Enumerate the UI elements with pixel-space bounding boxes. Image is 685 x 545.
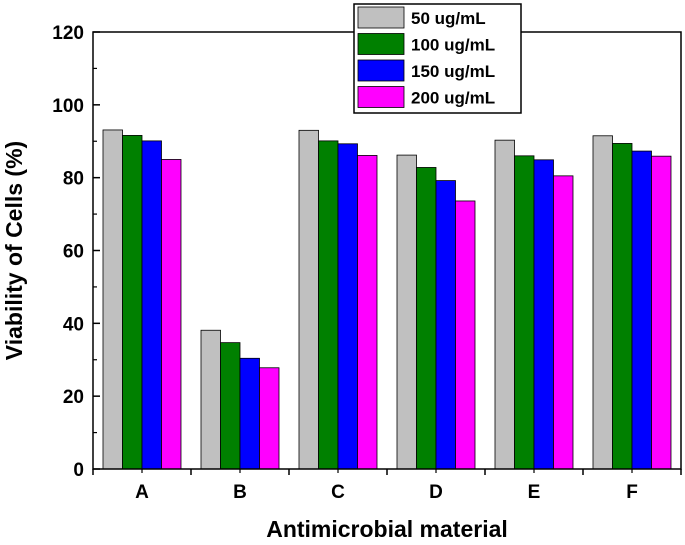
- y-tick-label: 60: [63, 242, 84, 263]
- legend-swatch: [357, 86, 405, 108]
- bar-D-200-ug-ml: [455, 200, 476, 470]
- x-tick-label-a: A: [135, 482, 149, 503]
- x-tick-label-d: D: [429, 482, 443, 503]
- bar-E-200-ug-ml: [553, 175, 574, 470]
- bar-D-100-ug-ml: [416, 167, 437, 470]
- bar-B-150-ug-ml: [239, 357, 260, 470]
- x-tick-label-e: E: [528, 482, 541, 503]
- legend: 50 ug/mL 100 ug/mL 150 ug/mL 200 ug/mL: [353, 3, 522, 114]
- x-tick-label-c: C: [331, 482, 345, 503]
- y-tick-label: 0: [73, 460, 84, 481]
- y-axis-title: Viability of Cells (%): [1, 141, 27, 360]
- bar-A-50-ug-ml: [102, 129, 123, 470]
- x-tick-label-f: F: [626, 482, 638, 503]
- bar-B-200-ug-ml: [259, 367, 280, 470]
- bar-D-150-ug-ml: [435, 180, 456, 470]
- bar-E-50-ug-ml: [494, 139, 515, 470]
- legend-swatch: [357, 33, 405, 55]
- y-tick-label: 20: [63, 387, 84, 408]
- bars: [102, 129, 672, 470]
- legend-swatch: [357, 59, 405, 82]
- legend-label: 100 ug/mL: [411, 36, 495, 55]
- y-tick-label: 40: [63, 314, 84, 335]
- y-tick-label: 120: [52, 23, 84, 44]
- bar-F-100-ug-ml: [612, 143, 633, 470]
- legend-label: 50 ug/mL: [411, 9, 486, 28]
- bar-F-50-ug-ml: [592, 135, 613, 470]
- bar-C-150-ug-ml: [337, 143, 358, 470]
- bar-A-100-ug-ml: [122, 135, 143, 470]
- bar-E-150-ug-ml: [533, 159, 554, 470]
- x-tick-label-b: B: [233, 482, 247, 503]
- bar-A-150-ug-ml: [141, 140, 162, 470]
- bar-F-200-ug-ml: [651, 155, 672, 470]
- bar-A-200-ug-ml: [161, 159, 182, 470]
- bar-C-200-ug-ml: [357, 155, 378, 470]
- y-tick-label: 80: [63, 169, 84, 190]
- legend-label: 200 ug/mL: [411, 89, 495, 108]
- y-axis: 0 20 40 60 80 100 120: [52, 23, 100, 481]
- bar-E-100-ug-ml: [514, 155, 535, 470]
- bar-B-100-ug-ml: [220, 342, 241, 470]
- bar-D-50-ug-ml: [396, 154, 417, 470]
- bar-C-100-ug-ml: [318, 140, 339, 470]
- y-tick-label: 100: [52, 96, 84, 117]
- bar-B-50-ug-ml: [200, 329, 221, 470]
- x-axis: A B C D E F: [92, 469, 682, 503]
- x-axis-title: Antimicrobial material: [266, 516, 508, 542]
- legend-label: 150 ug/mL: [411, 62, 495, 81]
- legend-swatch: [357, 6, 405, 29]
- bar-C-50-ug-ml: [298, 129, 319, 470]
- bar-F-150-ug-ml: [631, 150, 652, 470]
